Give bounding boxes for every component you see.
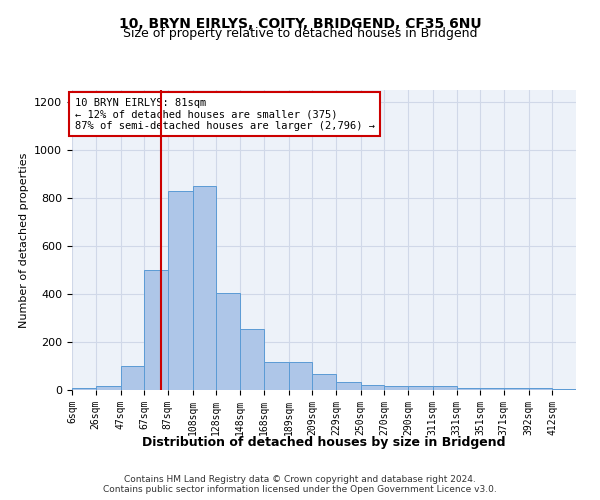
Bar (408, 386, 433, 390)
Bar (361, 385, 385, 390)
Bar (529, 388, 553, 390)
Text: 10, BRYN EIRLYS, COITY, BRIDGEND, CF35 6NU: 10, BRYN EIRLYS, COITY, BRIDGEND, CF35 6… (119, 18, 481, 32)
Bar (553, 389, 576, 390)
Bar (217, 293, 240, 390)
Bar (504, 388, 529, 390)
Bar (263, 362, 289, 390)
Text: Distribution of detached houses by size in Bridgend: Distribution of detached houses by size … (142, 436, 506, 449)
Bar (121, 366, 144, 390)
Text: Contains public sector information licensed under the Open Government Licence v3: Contains public sector information licen… (103, 484, 497, 494)
Bar (240, 329, 263, 390)
Bar (193, 186, 217, 390)
Bar (144, 270, 168, 390)
Bar (289, 362, 312, 390)
Text: 10 BRYN EIRLYS: 81sqm
← 12% of detached houses are smaller (375)
87% of semi-det: 10 BRYN EIRLYS: 81sqm ← 12% of detached … (74, 98, 374, 130)
Text: Contains HM Land Registry data © Crown copyright and database right 2024.: Contains HM Land Registry data © Crown c… (124, 476, 476, 484)
Bar (168, 191, 193, 390)
Bar (72, 388, 95, 390)
Bar (480, 388, 504, 390)
Bar (312, 374, 336, 390)
Y-axis label: Number of detached properties: Number of detached properties (19, 152, 29, 328)
Bar (457, 388, 480, 390)
Bar (95, 386, 121, 390)
Bar (336, 382, 361, 390)
Bar (433, 386, 457, 390)
Bar (385, 386, 408, 390)
Text: Size of property relative to detached houses in Bridgend: Size of property relative to detached ho… (123, 28, 477, 40)
